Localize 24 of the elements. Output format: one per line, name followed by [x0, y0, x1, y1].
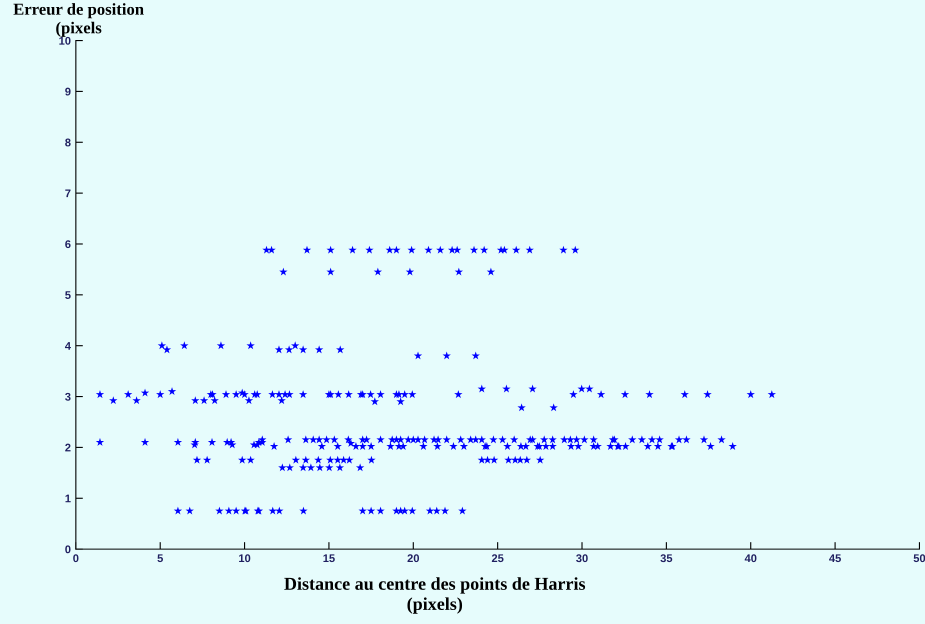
y-tick-label: 6 [65, 240, 71, 248]
y-tick-label: 0 [65, 545, 71, 554]
y-tick-label: 8 [65, 138, 71, 146]
y-axis-title: Erreur de position (pixels [13, 3, 144, 37]
y-tick-label: 10 [59, 36, 71, 45]
x-tick-label: 10 [239, 554, 250, 562]
x-tick-label: 25 [492, 554, 504, 562]
x-tick-label: 40 [744, 554, 756, 562]
x-tick-label: 0 [73, 554, 78, 562]
y-tick-label: 3 [65, 392, 71, 401]
x-tick-label: 15 [323, 554, 335, 562]
x-tick-label: 20 [407, 554, 420, 562]
x-tick-label: 5 [157, 554, 163, 562]
y-tick-label: 1 [66, 494, 71, 502]
x-tick-label: 50 [914, 554, 925, 562]
x-axis-title: Distance au centre des points de Harris (pixels) [284, 577, 586, 614]
y-tick-label: 4 [64, 342, 71, 350]
y-tick-label: 2 [65, 444, 71, 452]
y-tick-label: 7 [65, 190, 70, 198]
x-tick-label: 45 [829, 554, 841, 562]
x-tick-label: 35 [660, 554, 672, 562]
y-tick-label: 9 [65, 88, 71, 96]
y-tick-label: 5 [65, 291, 71, 299]
x-tick-label: 30 [576, 554, 588, 562]
